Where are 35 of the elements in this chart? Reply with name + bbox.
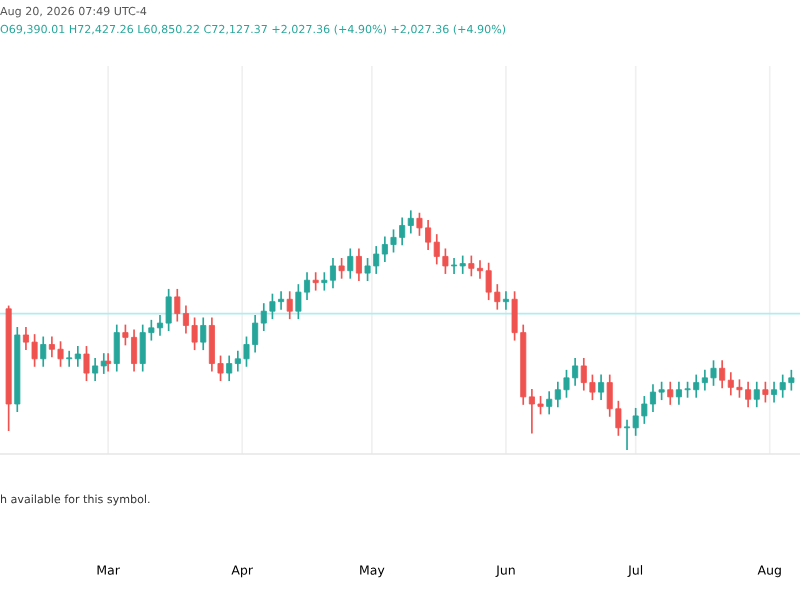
candlestick — [598, 374, 605, 401]
candlestick — [719, 360, 726, 389]
candlestick — [286, 291, 293, 320]
candlestick — [191, 317, 198, 351]
candlestick — [165, 288, 172, 332]
candlestick — [459, 255, 466, 274]
candlestick — [416, 212, 423, 236]
candlestick — [390, 229, 397, 253]
candlestick — [113, 324, 120, 372]
candlestick — [312, 272, 319, 291]
candlestick — [624, 419, 631, 451]
candlestick — [329, 257, 336, 289]
candlestick — [468, 255, 475, 277]
candlestick — [200, 317, 207, 351]
candlestick — [105, 353, 112, 372]
candlestick — [563, 369, 570, 398]
candlestick — [347, 248, 354, 279]
candlestick — [364, 257, 371, 282]
candlestick — [753, 381, 760, 408]
candlestick — [321, 272, 328, 291]
candlestick — [546, 391, 553, 415]
candlestick — [710, 360, 717, 386]
candlestick — [174, 288, 181, 322]
candlestick — [442, 248, 449, 274]
candlestick — [667, 381, 674, 405]
candlestick — [407, 210, 414, 234]
candlestick — [338, 257, 345, 279]
candlestick — [226, 355, 233, 382]
candlestick — [762, 381, 769, 403]
candlestick — [355, 248, 362, 282]
candlestick — [295, 284, 302, 320]
candlestick — [269, 293, 276, 320]
candlestick — [451, 257, 458, 274]
candlestick — [502, 291, 509, 310]
candlestick — [771, 381, 778, 403]
